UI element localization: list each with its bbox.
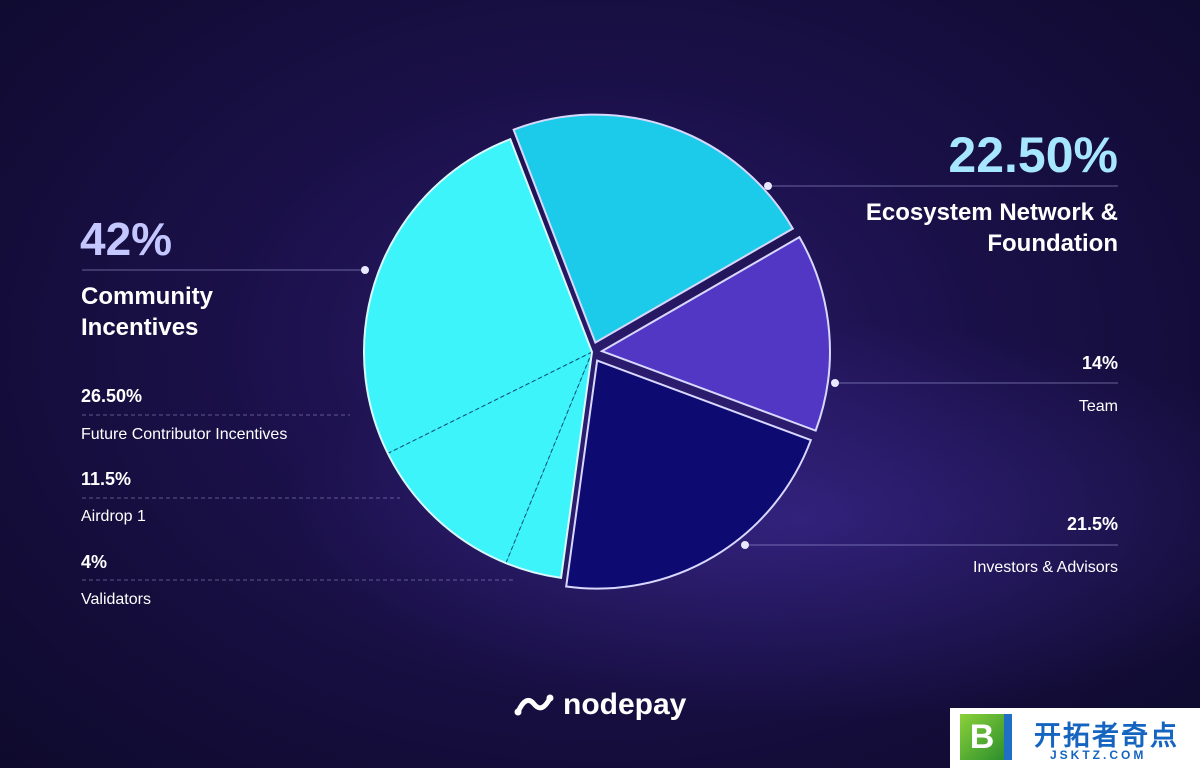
watermark: B 开拓者奇点 JSKTZ.COM <box>950 708 1200 768</box>
category-label: Ecosystem Network & Foundation <box>865 199 1118 257</box>
value-label: 14% <box>1081 353 1118 373</box>
breakdown-value: 26.50% <box>81 386 143 406</box>
brand-dot <box>514 708 522 716</box>
pie-slice <box>565 359 813 590</box>
breakdown-value: 4% <box>81 552 108 572</box>
category-label: Community Incentives <box>81 283 213 341</box>
category-label: Investors & Advisors <box>973 559 1118 576</box>
value-label: 42% <box>80 213 173 265</box>
watermark-url: JSKTZ.COM <box>1050 748 1147 762</box>
pie-sub-slice <box>505 351 593 579</box>
pie-slice <box>363 137 594 580</box>
value-label: 21.5% <box>1066 514 1118 534</box>
watermark-title: 开拓者奇点 <box>1034 721 1179 751</box>
watermark-badge: B <box>960 714 1012 760</box>
brand-name: nodepay <box>563 688 687 721</box>
brand-icon <box>515 695 553 715</box>
breakdown-category: Future Contributor Incentives <box>81 426 288 443</box>
leader-dot <box>361 266 369 274</box>
breakdown-category: Validators <box>81 591 151 608</box>
brand-dot <box>546 694 554 702</box>
value-label: 22.50% <box>948 127 1118 183</box>
leader-dot <box>831 379 839 387</box>
category-label: Team <box>1078 398 1118 415</box>
breakdown-value: 11.5% <box>81 469 132 489</box>
leader-dot <box>741 541 749 549</box>
breakdown-category: Airdrop 1 <box>81 508 146 525</box>
leader-dot <box>764 182 772 190</box>
pie-slice <box>599 235 831 432</box>
pie-slice <box>512 113 795 345</box>
